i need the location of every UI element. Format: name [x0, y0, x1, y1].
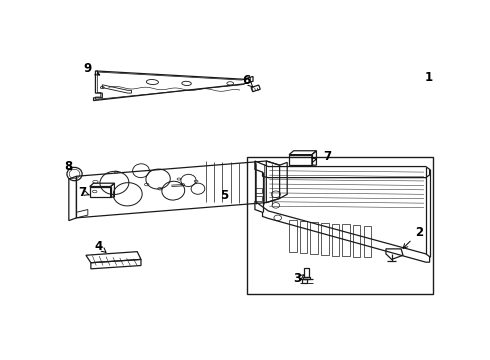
- Text: 7: 7: [312, 150, 331, 163]
- Bar: [364, 226, 371, 257]
- Bar: [353, 225, 361, 257]
- Bar: [342, 225, 350, 256]
- Text: 3: 3: [294, 272, 304, 285]
- Text: 6: 6: [242, 74, 253, 87]
- Bar: [255, 196, 262, 201]
- Bar: [289, 220, 297, 252]
- Text: 9: 9: [84, 62, 99, 75]
- Text: 7: 7: [78, 186, 89, 199]
- Bar: [332, 224, 339, 256]
- Bar: [255, 188, 262, 193]
- Bar: [310, 222, 318, 254]
- Bar: [321, 223, 329, 255]
- Text: 2: 2: [403, 226, 423, 248]
- Text: 1: 1: [425, 71, 433, 84]
- Text: 4: 4: [95, 240, 106, 253]
- Text: 5: 5: [220, 189, 229, 202]
- Bar: [247, 157, 433, 294]
- Bar: [300, 221, 307, 253]
- Text: 8: 8: [64, 160, 72, 173]
